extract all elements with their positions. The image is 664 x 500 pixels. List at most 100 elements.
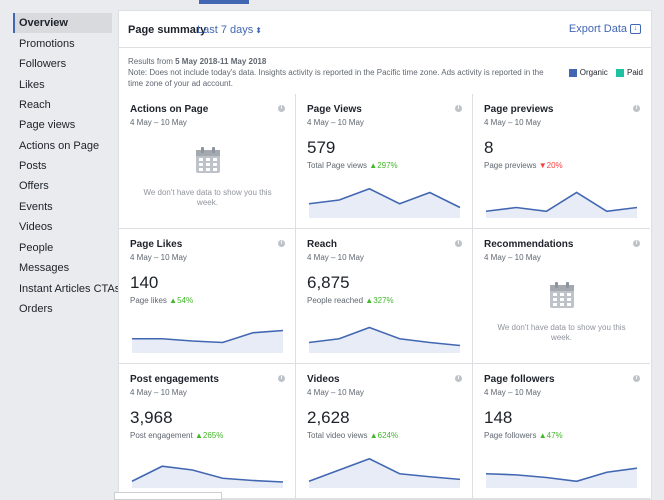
sidebar-item-instant-articles-ctas[interactable]: Instant Articles CTAs — [19, 283, 121, 295]
change-value: 327% — [373, 296, 394, 305]
card-title: Videos — [307, 374, 340, 385]
metric-subtitle: Page likes ▲54% — [130, 296, 193, 305]
metric-subtitle: Page previews ▼20% — [484, 161, 563, 170]
sidebar-item-likes[interactable]: Likes — [19, 79, 45, 91]
sidebar-item-overview[interactable]: Overview — [13, 13, 112, 33]
paid-swatch — [615, 68, 624, 77]
sidebar-item-messages[interactable]: Messages — [19, 262, 70, 274]
info-icon[interactable]: i — [455, 105, 462, 112]
info-icon[interactable]: i — [455, 375, 462, 382]
tooltip-edge — [114, 492, 222, 500]
card-page-views[interactable]: Page Views 4 May – 10 May i 579 Total Pa… — [296, 94, 473, 229]
sparkline-area — [309, 458, 460, 488]
change-up-indicator: ▲265% — [194, 431, 224, 440]
card-title: Page Likes — [130, 239, 183, 250]
card-actions-on-page[interactable]: Actions on Page 4 May – 10 May i We don'… — [119, 94, 296, 229]
date-range-dropdown[interactable]: Last 7 days ⬍ — [197, 24, 262, 36]
card-date: 4 May – 10 May — [484, 118, 541, 127]
legend-organic: Organic — [579, 68, 608, 77]
info-icon[interactable]: i — [633, 105, 640, 112]
sparkline-line — [308, 326, 461, 347]
card-videos[interactable]: Videos 4 May – 10 May i 2,628 Total vide… — [296, 364, 473, 499]
metric-label: Page likes — [130, 296, 167, 305]
card-date: 4 May – 10 May — [130, 118, 187, 127]
metric-subtitle: Total video views ▲624% — [307, 431, 398, 440]
card-page-previews[interactable]: Page previews 4 May – 10 May i 8 Page pr… — [473, 94, 650, 229]
calendar-icon — [196, 147, 220, 173]
legend: Organic Paid — [563, 68, 643, 77]
card-post-engagements[interactable]: Post engagements 4 May – 10 May i 3,968 … — [119, 364, 296, 499]
metric-subtitle: People reached ▲327% — [307, 296, 394, 305]
info-icon[interactable]: i — [278, 240, 285, 247]
card-title: Actions on Page — [130, 104, 209, 115]
change-down-indicator: ▼20% — [538, 161, 563, 170]
change-value: 20% — [546, 161, 563, 170]
change-value: 265% — [202, 431, 224, 440]
card-date: 4 May – 10 May — [484, 388, 541, 397]
metric-value: 6,875 — [307, 273, 350, 292]
card-date: 4 May – 10 May — [307, 388, 364, 397]
card-page-likes[interactable]: Page Likes 4 May – 10 May i 140 Page lik… — [119, 229, 296, 364]
card-recommendations[interactable]: Recommendations 4 May – 10 May i We don'… — [473, 229, 650, 364]
no-data-message: We don't have data to show you this week… — [143, 188, 272, 207]
sidebar-item-events[interactable]: Events — [19, 201, 53, 213]
change-up-indicator: ▲297% — [369, 161, 398, 170]
change-up-indicator: ▲54% — [169, 296, 194, 305]
sidebar-item-actions-on-page[interactable]: Actions on Page — [19, 140, 100, 152]
metric-label: Post engagement — [130, 431, 193, 440]
no-data-message: We don't have data to show you this week… — [497, 323, 626, 342]
change-up-indicator: ▲327% — [365, 296, 394, 305]
metric-value: 140 — [130, 273, 159, 292]
metric-subtitle: Total Page views ▲297% — [307, 161, 398, 170]
sparkline — [308, 457, 461, 488]
info-icon[interactable]: i — [455, 240, 462, 247]
download-icon: ↓ — [630, 24, 641, 35]
metric-value: 2,628 — [307, 408, 350, 427]
sidebar-item-people[interactable]: People — [19, 242, 54, 254]
sidebar-item-videos[interactable]: Videos — [19, 221, 53, 233]
info-icon[interactable]: i — [278, 375, 285, 382]
sidebar-item-offers[interactable]: Offers — [19, 180, 49, 192]
card-date: 4 May – 10 May — [484, 253, 541, 262]
sparkline-line — [131, 465, 284, 483]
sparkline-line — [132, 329, 284, 344]
sparkline — [131, 465, 284, 488]
sparkline-area — [132, 466, 283, 488]
sidebar-item-reach[interactable]: Reach — [19, 99, 51, 111]
legend-paid: Paid — [626, 68, 643, 77]
info-icon[interactable]: i — [633, 240, 640, 247]
sidebar-item-posts[interactable]: Posts — [19, 160, 47, 172]
sparkline-line — [308, 187, 461, 209]
export-data-label: Export Data — [568, 23, 627, 35]
sidebar: Overview Promotions Followers Likes Reac… — [0, 0, 121, 500]
sidebar-item-followers[interactable]: Followers — [19, 58, 67, 70]
card-reach[interactable]: Reach 4 May – 10 May i 6,875 People reac… — [296, 229, 473, 364]
organic-swatch — [568, 68, 577, 77]
sparkline-line — [485, 191, 638, 213]
metric-label: People reached — [307, 296, 364, 305]
card-page-followers[interactable]: Page followers 4 May – 10 May i 148 Page… — [473, 364, 650, 499]
info-icon[interactable]: i — [633, 375, 640, 382]
change-value: 47% — [546, 431, 563, 440]
sparkline-line — [485, 467, 638, 483]
sidebar-item-page-views[interactable]: Page views — [19, 119, 76, 131]
sparkline — [308, 326, 461, 353]
card-date: 4 May – 10 May — [307, 253, 364, 262]
page-summary-panel: Page summary Last 7 days ⬍ Export Data ↓ R… — [118, 10, 652, 500]
card-title: Recommendations — [484, 239, 574, 250]
page-title: Page summary — [128, 24, 207, 36]
metric-value: 148 — [484, 408, 513, 427]
sidebar-item-promotions[interactable]: Promotions — [19, 38, 75, 50]
metric-subtitle: Page followers ▲47% — [484, 431, 563, 440]
sparkline — [132, 329, 284, 353]
date-range-label: Last 7 days — [197, 24, 254, 36]
change-value: 297% — [377, 161, 398, 170]
card-date: 4 May – 10 May — [307, 118, 364, 127]
active-tab-indicator — [199, 0, 249, 4]
metric-label: Page previews — [484, 161, 537, 170]
info-icon[interactable]: i — [278, 105, 285, 112]
metric-label: Total Page views — [307, 161, 368, 170]
sparkline — [308, 187, 461, 218]
sidebar-item-orders[interactable]: Orders — [19, 303, 53, 315]
export-data-button[interactable]: Export Data ↓ — [569, 23, 641, 35]
